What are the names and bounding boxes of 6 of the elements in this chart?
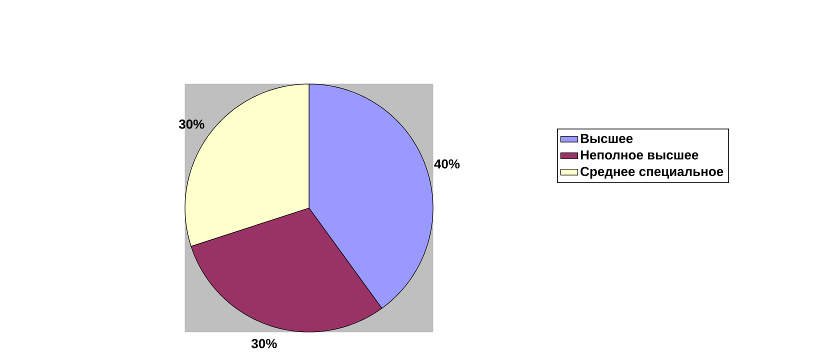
legend-label: Среднее специальное (580, 166, 724, 179)
data-label: 40% (434, 159, 460, 169)
legend-label: Высшее (580, 134, 633, 144)
data-label: 30% (178, 120, 204, 129)
legend-label: Неполное высшее (580, 150, 698, 160)
data-label: 30% (251, 339, 277, 348)
